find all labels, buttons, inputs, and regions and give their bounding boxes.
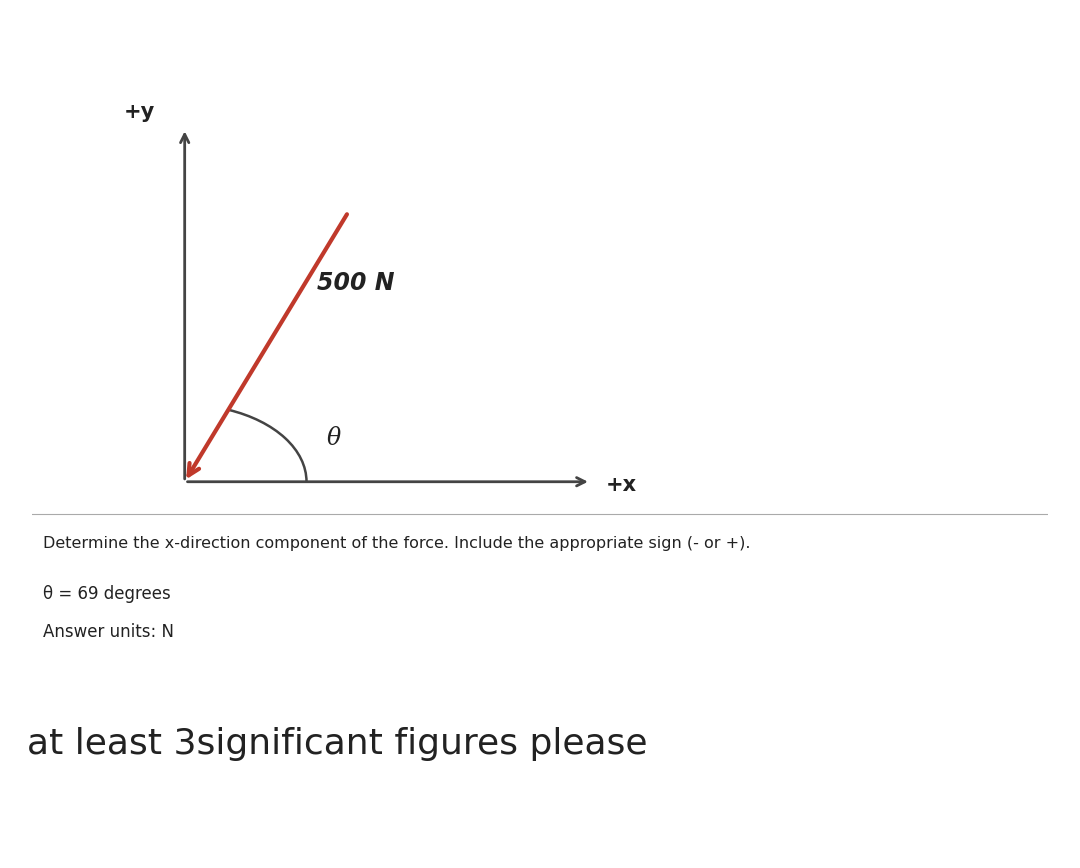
Text: θ = 69 degrees: θ = 69 degrees: [42, 584, 171, 602]
Text: 500 N: 500 N: [316, 271, 394, 295]
Text: at least 3significant figures please: at least 3significant figures please: [27, 727, 648, 761]
Text: θ: θ: [327, 426, 341, 450]
Text: Answer units: N: Answer units: N: [42, 623, 174, 641]
Text: Determine the x-direction component of the force. Include the appropriate sign (: Determine the x-direction component of t…: [42, 536, 750, 551]
Text: +y: +y: [123, 102, 154, 122]
Text: +x: +x: [606, 475, 637, 495]
